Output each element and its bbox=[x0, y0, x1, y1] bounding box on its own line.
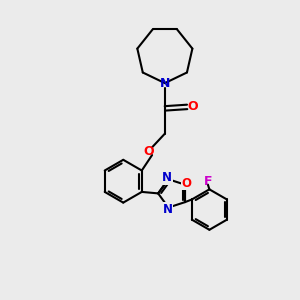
Text: O: O bbox=[188, 100, 198, 113]
Text: O: O bbox=[182, 177, 191, 190]
Text: O: O bbox=[143, 145, 154, 158]
Text: F: F bbox=[204, 175, 212, 188]
Text: N: N bbox=[160, 76, 170, 90]
Text: N: N bbox=[163, 202, 173, 215]
Text: N: N bbox=[162, 171, 172, 184]
